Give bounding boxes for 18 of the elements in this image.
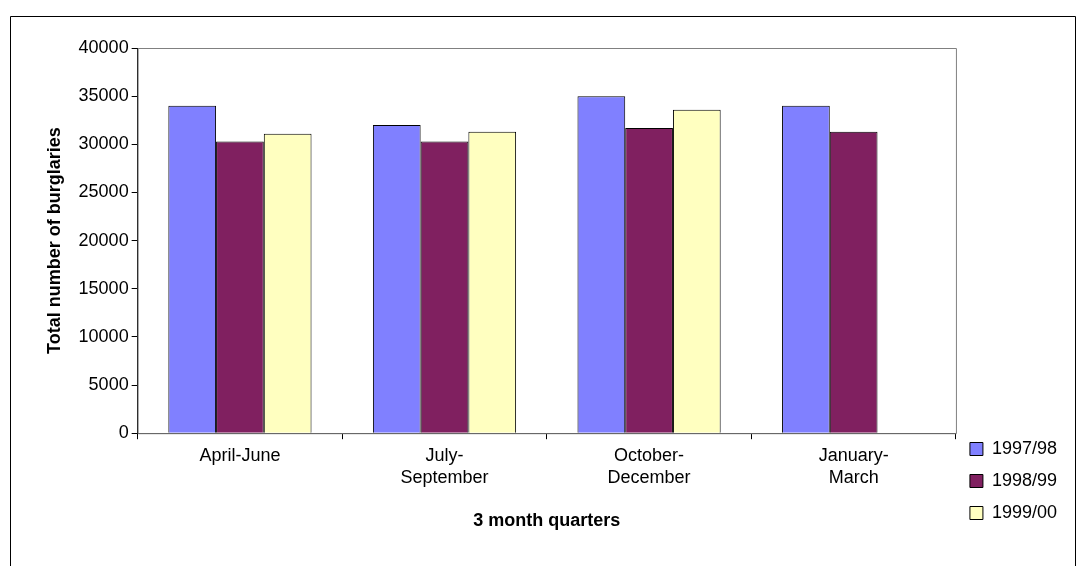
- y-axis-title: Total number of burglaries: [43, 127, 64, 354]
- y-tick-label: 5000: [88, 374, 129, 395]
- x-tick-label: July-September: [400, 444, 489, 487]
- x-axis-title: 3 month quarters: [473, 510, 621, 531]
- x-tick-label: October-December: [607, 444, 691, 487]
- x-tick-label: April-June: [199, 444, 281, 465]
- legend-label: 1997/98: [991, 437, 1058, 458]
- y-tick-label: 40000: [78, 36, 129, 57]
- legend-label: 1999/00: [991, 501, 1058, 522]
- y-tick-label: 20000: [78, 229, 129, 250]
- x-tick-label: January-March: [818, 444, 889, 487]
- y-tick-label: 0: [118, 422, 129, 443]
- y-tick-label: 15000: [78, 277, 129, 298]
- y-tick-label: 35000: [78, 85, 129, 106]
- y-tick-label: 30000: [78, 133, 129, 154]
- y-tick-label: 25000: [78, 181, 129, 202]
- y-tick-label: 10000: [78, 325, 129, 346]
- legend-label: 1998/99: [991, 469, 1058, 490]
